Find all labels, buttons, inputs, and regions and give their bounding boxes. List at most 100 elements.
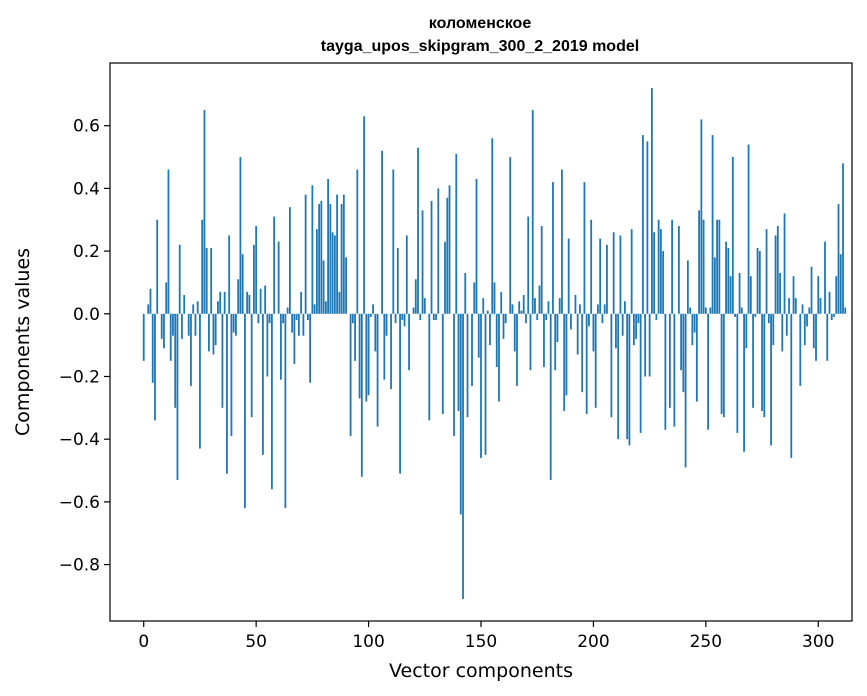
bar-281	[774, 235, 777, 314]
bar-3	[149, 288, 152, 314]
bar-125	[423, 298, 426, 314]
bar-57	[270, 313, 273, 490]
bar-0	[142, 313, 145, 361]
bar-68	[295, 313, 298, 321]
bar-147	[473, 282, 476, 314]
bar-236	[673, 313, 676, 427]
bar-305	[828, 291, 831, 314]
bar-16	[178, 244, 181, 314]
bars-group	[142, 88, 847, 600]
bar-188	[565, 313, 568, 396]
bar-133	[441, 313, 444, 415]
bar-211	[617, 313, 620, 440]
bar-186	[561, 169, 563, 314]
bar-4	[151, 313, 154, 383]
bar-103	[374, 313, 377, 352]
y-tick-label: 0.0	[73, 305, 100, 325]
bar-39	[230, 313, 233, 437]
bar-216	[628, 313, 631, 446]
bar-288	[790, 313, 793, 458]
bar-150	[480, 313, 482, 458]
bar-141	[459, 313, 462, 515]
bar-220	[637, 313, 640, 324]
bar-263	[734, 313, 736, 317]
bar-114	[399, 313, 401, 474]
bar-66	[291, 313, 294, 333]
bar-54	[264, 285, 267, 314]
bar-265	[738, 273, 741, 314]
bar-279	[770, 313, 772, 446]
bar-294	[803, 313, 806, 346]
bar-128	[430, 200, 433, 314]
bar-65	[288, 207, 291, 314]
bar-2	[147, 304, 150, 314]
bar-171	[527, 216, 530, 314]
bar-228	[655, 313, 658, 321]
bar-205	[603, 304, 606, 314]
bar-229	[657, 219, 660, 314]
bar-199	[590, 219, 593, 314]
bar-131	[437, 188, 440, 314]
bar-190	[570, 313, 572, 330]
bar-174	[534, 298, 536, 314]
bar-121	[414, 279, 417, 314]
bar-187	[563, 313, 566, 411]
bar-286	[785, 313, 788, 336]
bar-164	[511, 304, 514, 314]
bar-163	[509, 157, 512, 314]
bar-225	[648, 313, 651, 377]
bar-73	[306, 313, 309, 321]
bar-208	[610, 313, 613, 418]
bar-96	[358, 313, 361, 399]
bar-275	[761, 313, 763, 411]
bar-153	[486, 310, 489, 314]
bar-47	[248, 294, 251, 314]
bar-254	[713, 257, 716, 314]
y-tick-label: 0.6	[73, 117, 100, 137]
bar-295	[806, 313, 808, 327]
bar-136	[448, 185, 451, 314]
bar-18	[183, 294, 186, 314]
bar-99	[365, 313, 368, 402]
bar-270	[749, 276, 752, 314]
bar-277	[765, 229, 768, 314]
bar-240	[682, 313, 685, 393]
bar-87	[338, 291, 341, 314]
bar-257	[720, 313, 723, 415]
bar-53	[262, 313, 264, 455]
bar-12	[169, 313, 172, 361]
bar-169	[522, 294, 525, 314]
bar-170	[525, 313, 527, 324]
bar-81	[324, 301, 327, 314]
y-axis-label: Components values	[12, 248, 34, 436]
bar-140	[457, 313, 460, 411]
bar-58	[273, 216, 276, 314]
bar-61	[279, 313, 282, 380]
bar-80	[322, 260, 325, 314]
bar-287	[788, 298, 790, 314]
bar-138	[453, 313, 455, 437]
bar-161	[504, 313, 507, 324]
bar-261	[729, 276, 732, 314]
bar-93	[351, 313, 354, 324]
bar-222	[641, 135, 644, 314]
bar-24	[196, 301, 199, 314]
bar-63	[284, 313, 287, 509]
bar-23	[194, 313, 197, 336]
bar-300	[817, 276, 820, 314]
bar-200	[592, 313, 595, 352]
bar-311	[842, 163, 844, 314]
bar-209	[612, 232, 615, 314]
bar-34	[219, 291, 222, 314]
bar-83	[329, 204, 332, 314]
bar-50	[255, 226, 258, 314]
bar-142	[462, 313, 464, 600]
bar-108	[385, 313, 388, 336]
bar-60	[277, 241, 280, 314]
bar-22	[192, 304, 195, 314]
bar-193	[576, 313, 579, 355]
bar-14	[174, 313, 177, 408]
bar-250	[704, 307, 707, 314]
bar-192	[574, 294, 577, 314]
bar-230	[659, 229, 662, 314]
